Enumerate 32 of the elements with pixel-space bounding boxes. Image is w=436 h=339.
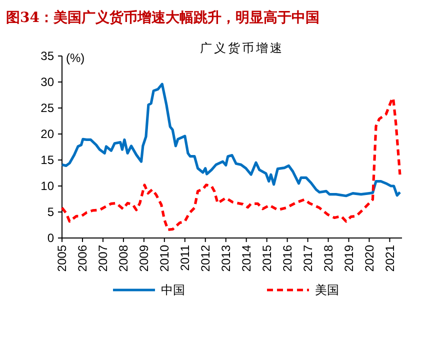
x-tick-label: 2008 bbox=[116, 244, 131, 272]
x-tick-label: 2015 bbox=[260, 244, 274, 272]
x-tick-label: 2013 bbox=[219, 244, 234, 272]
x-tick-label: 2006 bbox=[76, 244, 90, 272]
x-tick-label: 2012 bbox=[198, 244, 213, 272]
x-tick-label: 2021 bbox=[382, 244, 397, 272]
x-tick-label: 2005 bbox=[55, 244, 70, 272]
x-tick-label: 2019 bbox=[342, 244, 356, 272]
line-series bbox=[60, 96, 402, 231]
x-tick-label: 2011 bbox=[178, 244, 192, 271]
x-tick-label: 2010 bbox=[158, 244, 172, 272]
chart-subtitle: 广义货币增速 bbox=[200, 41, 284, 55]
x-tick-label: 2007 bbox=[96, 244, 110, 272]
y-tick-label: 35 bbox=[40, 49, 54, 64]
line-series bbox=[60, 82, 402, 198]
x-tick-label: 2018 bbox=[321, 244, 336, 272]
x-tick-label: 2016 bbox=[280, 244, 294, 272]
y-tick-label: 10 bbox=[40, 179, 54, 194]
x-tick-label: 2020 bbox=[362, 244, 376, 272]
x-tick-label: 2017 bbox=[300, 244, 315, 272]
y-tick-label: 20 bbox=[40, 127, 54, 142]
x-tick-label: 2014 bbox=[240, 244, 254, 272]
y-tick-label: 25 bbox=[40, 101, 54, 116]
y-tick-label: 5 bbox=[47, 205, 54, 220]
y-tick-label: 15 bbox=[40, 153, 54, 168]
y-tick-label: 30 bbox=[40, 75, 54, 90]
x-tick-label: 2009 bbox=[137, 244, 152, 272]
y-tick-label: 0 bbox=[47, 231, 54, 246]
legend-label: 中国 bbox=[161, 283, 185, 298]
chart-title: 图34：美国广义货币增速大幅跳升，明显高于中国 bbox=[6, 9, 320, 26]
y-axis-title: (%) bbox=[66, 51, 85, 65]
legend-label: 美国 bbox=[315, 283, 339, 298]
